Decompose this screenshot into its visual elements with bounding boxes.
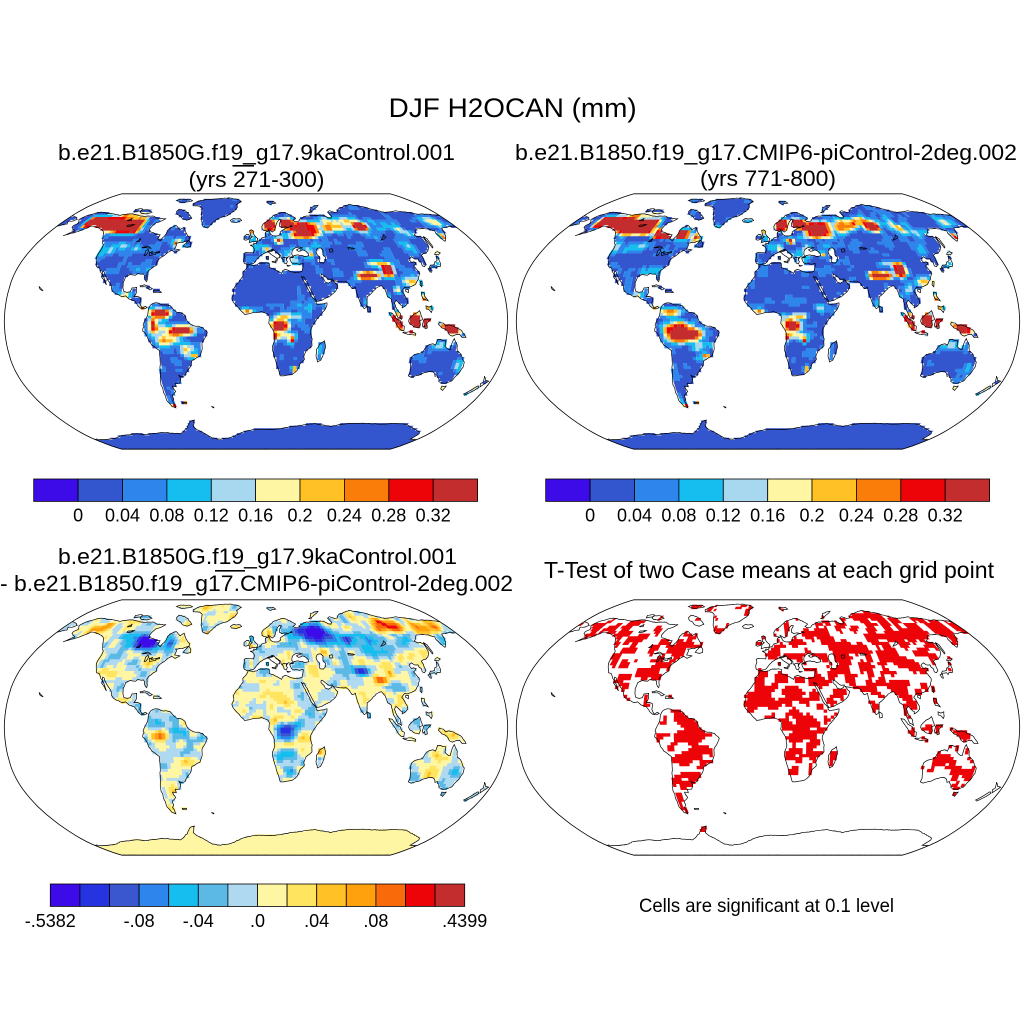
svg-text:0.2: 0.2 <box>799 505 824 525</box>
svg-text:(yrs 771-800): (yrs 771-800) <box>700 166 836 191</box>
svg-text:- b.e21.B1850.f19_g17.CMIP6-pi: - b.e21.B1850.f19_g17.CMIP6-piControl-2d… <box>0 571 513 596</box>
svg-text:.08: .08 <box>363 911 388 931</box>
svg-text:0.04: 0.04 <box>105 505 140 525</box>
svg-text:0.28: 0.28 <box>371 505 406 525</box>
svg-text:0.04: 0.04 <box>617 505 652 525</box>
svg-text:T-Test of two Case means at ea: T-Test of two Case means at each grid po… <box>544 557 995 583</box>
svg-text:0.16: 0.16 <box>750 505 785 525</box>
svg-text:DJF H2OCAN (mm): DJF H2OCAN (mm) <box>389 93 637 123</box>
svg-text:0.24: 0.24 <box>327 505 362 525</box>
svg-text:0.16: 0.16 <box>238 505 273 525</box>
svg-text:0.32: 0.32 <box>416 505 451 525</box>
svg-text:0.32: 0.32 <box>928 505 963 525</box>
svg-text:(yrs 271-300): (yrs 271-300) <box>189 167 325 192</box>
svg-text:0: 0 <box>585 505 595 525</box>
svg-text:-.08: -.08 <box>124 911 155 931</box>
svg-text:0.24: 0.24 <box>839 505 874 525</box>
svg-text:0.12: 0.12 <box>194 505 229 525</box>
svg-text:.0: .0 <box>250 911 265 931</box>
svg-text:0.2: 0.2 <box>287 505 312 525</box>
svg-text:0.28: 0.28 <box>883 505 918 525</box>
svg-text:0.08: 0.08 <box>661 505 696 525</box>
svg-text:0.12: 0.12 <box>706 505 741 525</box>
svg-text:-.5382: -.5382 <box>25 911 76 931</box>
svg-text:b.e21.B1850.f19_g17.CMIP6-piCo: b.e21.B1850.f19_g17.CMIP6-piControl-2deg… <box>515 140 1017 165</box>
svg-text:-.04: -.04 <box>183 911 214 931</box>
svg-text:b.e21.B1850G.f19_g17.9kaContro: b.e21.B1850G.f19_g17.9kaControl.001 <box>58 140 455 165</box>
svg-text:Cells are significant at 0.1 l: Cells are significant at 0.1 level <box>639 896 894 917</box>
svg-text:.4399: .4399 <box>442 911 487 931</box>
svg-text:b.e21.B1850G.f19_g17.9kaContro: b.e21.B1850G.f19_g17.9kaControl.001 <box>58 544 457 569</box>
svg-text:0: 0 <box>73 505 83 525</box>
svg-text:.04: .04 <box>304 911 329 931</box>
svg-text:0.08: 0.08 <box>149 505 184 525</box>
